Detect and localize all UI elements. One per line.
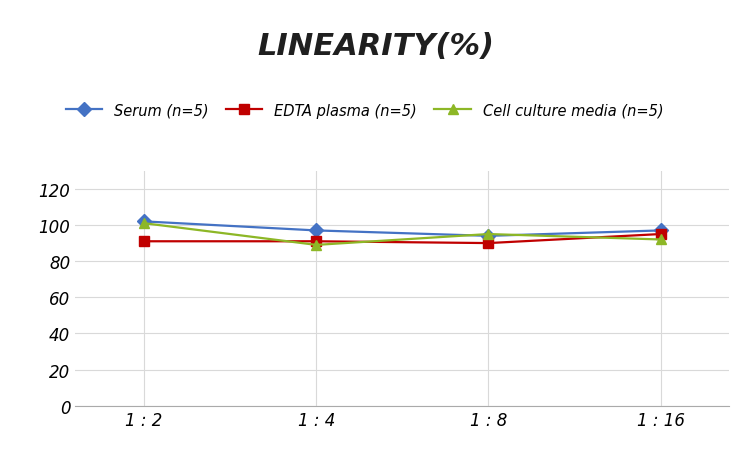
EDTA plasma (n=5): [484, 241, 493, 246]
Serum (n=5): [312, 228, 321, 234]
EDTA plasma (n=5): [140, 239, 149, 244]
EDTA plasma (n=5): [656, 232, 665, 237]
EDTA plasma (n=5): [312, 239, 321, 244]
Line: Serum (n=5): Serum (n=5): [139, 217, 666, 241]
Serum (n=5): [140, 219, 149, 225]
Legend: Serum (n=5), EDTA plasma (n=5), Cell culture media (n=5): Serum (n=5), EDTA plasma (n=5), Cell cul…: [60, 97, 669, 124]
Line: EDTA plasma (n=5): EDTA plasma (n=5): [139, 230, 666, 249]
Line: Cell culture media (n=5): Cell culture media (n=5): [139, 219, 666, 250]
Cell culture media (n=5): [484, 232, 493, 237]
Serum (n=5): [656, 228, 665, 234]
Cell culture media (n=5): [656, 237, 665, 243]
Cell culture media (n=5): [140, 221, 149, 226]
Cell culture media (n=5): [312, 243, 321, 248]
Serum (n=5): [484, 234, 493, 239]
Text: LINEARITY(%): LINEARITY(%): [257, 32, 495, 60]
